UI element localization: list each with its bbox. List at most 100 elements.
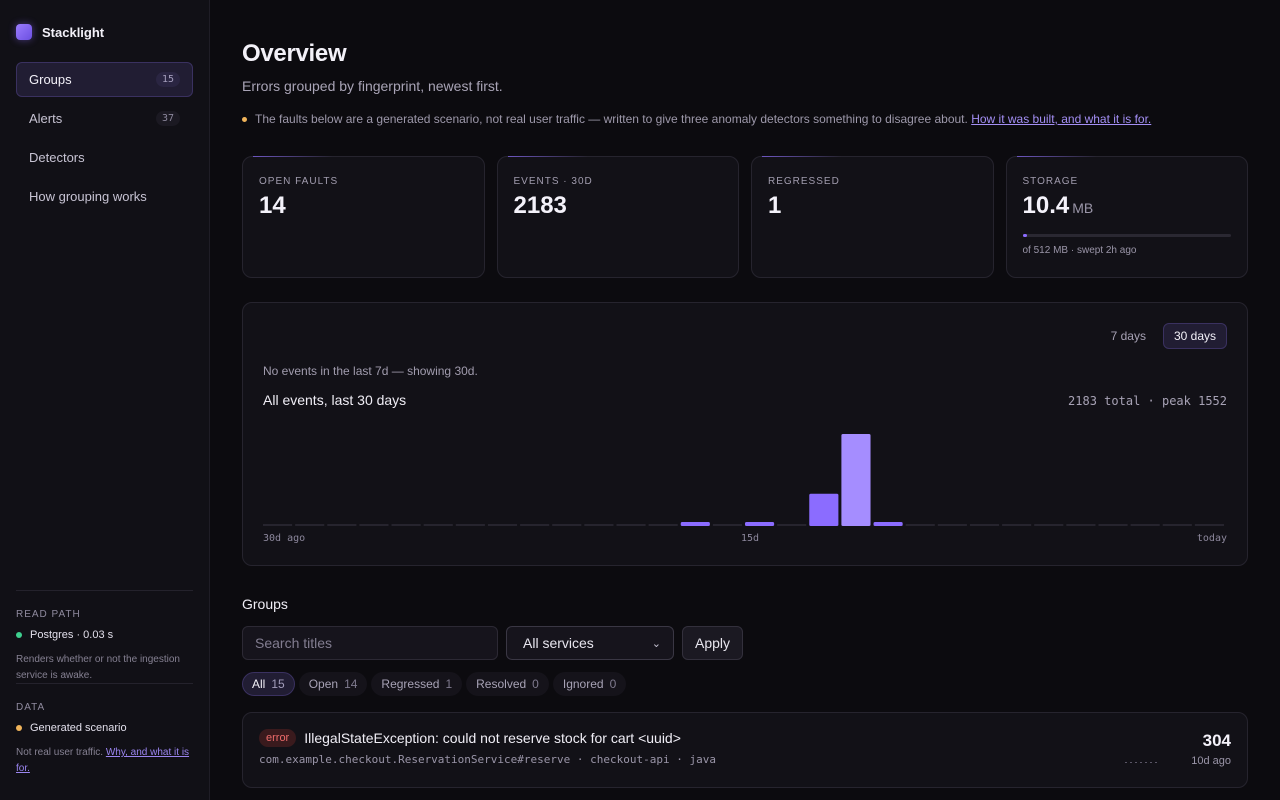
bar-track [969, 524, 1000, 526]
tab-count: 14 [344, 677, 358, 691]
bar-track [905, 524, 935, 526]
bar-track [1098, 524, 1128, 526]
brand-name: Stacklight [42, 24, 105, 40]
storage-value: 10.4 [1022, 192, 1070, 219]
group-title[interactable]: IllegalStateException: could not reserve… [304, 730, 681, 746]
bar-track [487, 524, 518, 526]
x-tick-label: 15d [741, 533, 760, 544]
sidebar-item-label: Alerts [29, 111, 63, 126]
tab-open[interactable]: Open 14 [298, 672, 368, 696]
tab-count: 0 [532, 677, 539, 691]
sidebar-item-count: 37 [155, 111, 180, 126]
events-bar-chart [263, 434, 1224, 526]
x-tick-label: today [1196, 533, 1227, 544]
storage-progress-fill [1022, 234, 1027, 237]
chart-note: No events in the last 7d — showing 30d. [263, 364, 478, 378]
sidebar-item-label: Groups [29, 72, 72, 87]
range-toggle: 7 days 30 days [1100, 323, 1227, 349]
group-event-count: 304 [1202, 731, 1231, 750]
tab-label: Open [308, 677, 339, 691]
bar-track [1002, 524, 1032, 526]
data-note-text: Not real user traffic. [16, 747, 104, 758]
bar-track [520, 524, 550, 526]
range-30-days-button[interactable]: 30 days [1162, 323, 1227, 349]
search-input[interactable] [242, 626, 498, 660]
group-row[interactable]: error IllegalStateException: could not r… [242, 712, 1248, 788]
tab-resolved[interactable]: Resolved 0 [466, 672, 549, 696]
sidebar-item-label: Detectors [29, 150, 85, 165]
chart-bar-15d[interactable] [745, 522, 775, 526]
sidebar-item-groups[interactable]: Groups 15 [16, 62, 193, 97]
tab-label: Resolved [476, 677, 527, 691]
chart-summary: 2183 total · peak 1552 [1068, 394, 1227, 408]
events-chart-panel: 7 days 30 days No events in the last 7d … [242, 302, 1248, 566]
status-tabs: All 15 Open 14 Regressed 1 Resolved 0 Ig… [242, 672, 1248, 696]
bar-track [616, 524, 646, 526]
bar-track [1194, 524, 1224, 526]
bar-track [937, 524, 967, 526]
status-dot-icon [16, 725, 22, 731]
sidebar-item-label: How grouping works [29, 189, 147, 204]
chart-bar-17d[interactable] [680, 522, 710, 526]
data-status-text: Generated scenario [30, 722, 127, 734]
stat-value: 14 [259, 192, 286, 219]
data-status: Generated scenario [16, 722, 193, 734]
status-dot-icon [16, 632, 22, 638]
tab-ignored[interactable]: Ignored 0 [552, 672, 627, 696]
group-sparkline [1125, 762, 1157, 763]
tab-count: 1 [445, 677, 453, 691]
storage-note: of 512 MB · swept 2h ago [1022, 245, 1137, 256]
bar-track [1162, 524, 1192, 526]
stat-card-regressed: REGRESSED 1 [751, 156, 994, 278]
group-age: 10d ago [1191, 755, 1231, 767]
chart-bar-13d[interactable] [809, 493, 839, 526]
sidebar-item-count: 15 [155, 72, 180, 87]
chevron-down-icon: ⌄ [651, 637, 661, 650]
tab-label: All [252, 677, 266, 691]
logo-icon [16, 24, 32, 40]
tab-all[interactable]: All 15 [242, 672, 295, 696]
notice-link[interactable]: How it was built, and what it is for. [971, 112, 1152, 126]
tab-regressed[interactable]: Regressed 1 [371, 672, 463, 696]
service-select-value: All services [523, 635, 594, 651]
page-subtitle: Errors grouped by fingerprint, newest fi… [242, 78, 503, 94]
stat-card-storage: STORAGE 10.4 MB of 512 MB · swept 2h ago [1005, 156, 1248, 278]
range-7-days-button[interactable]: 7 days [1110, 329, 1146, 343]
bar-track [552, 524, 582, 526]
bar-track [1066, 524, 1096, 526]
bar-track [423, 524, 453, 526]
read-path-heading: READ PATH [16, 609, 81, 620]
chart-bar-11d[interactable] [873, 522, 903, 526]
bar-track [455, 524, 485, 526]
brand[interactable]: Stacklight [16, 24, 193, 40]
group-row-header: error IllegalStateException: could not r… [259, 729, 1231, 747]
sidebar-item-detectors[interactable]: Detectors [16, 140, 193, 175]
sidebar-nav: Groups 15 Alerts 37 Detectors How groupi… [16, 62, 193, 214]
service-select[interactable]: All services ⌄ [506, 626, 674, 660]
sidebar-item-alerts[interactable]: Alerts 37 [16, 101, 193, 136]
chart-bar-12d[interactable] [841, 434, 871, 526]
data-section: DATA Generated scenario Not real user tr… [16, 683, 193, 777]
apply-button[interactable]: Apply [682, 626, 744, 660]
stat-value: 10.4 MB [1023, 192, 1232, 220]
group-meta: com.example.checkout.ReservationService#… [259, 753, 716, 766]
bar-track [777, 524, 807, 526]
groups-section: Groups All services ⌄ Apply All 15 Open … [242, 596, 1248, 788]
tab-label: Ignored [562, 677, 604, 691]
stat-label: OPEN FAULTS [259, 176, 339, 187]
page-title: Overview [242, 40, 347, 67]
group-filters: All services ⌄ Apply [242, 626, 1248, 660]
sidebar: Stacklight Groups 15 Alerts 37 Detectors… [0, 0, 210, 800]
storage-unit: MB [1072, 200, 1094, 216]
stat-card-open-faults: OPEN FAULTS 14 [242, 156, 485, 278]
notice-text: The faults below are a generated scenari… [255, 112, 968, 126]
stat-label: REGRESSED [768, 176, 840, 187]
x-tick-label: 30d ago [263, 533, 306, 544]
sidebar-item-how-grouping-works[interactable]: How grouping works [16, 179, 193, 214]
stat-label: EVENTS · 30D [513, 176, 593, 187]
bar-track [648, 524, 678, 526]
data-why-link[interactable]: Why, and what it is for. [16, 747, 190, 774]
bar-track [584, 524, 614, 526]
stats-row: OPEN FAULTS 14 EVENTS · 30D 2183 REGRESS… [242, 156, 1248, 278]
bar-track [1130, 524, 1160, 526]
